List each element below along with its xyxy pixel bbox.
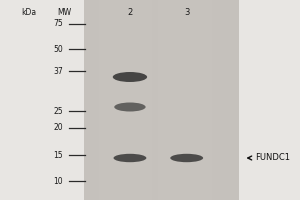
Bar [84, 0, 239, 200]
Text: MW: MW [57, 8, 71, 17]
Text: 2: 2 [127, 8, 133, 17]
Text: 15: 15 [53, 150, 63, 160]
Text: 20: 20 [53, 123, 63, 132]
Text: 25: 25 [53, 106, 63, 116]
Bar [99, 0, 152, 200]
Ellipse shape [114, 102, 146, 112]
Text: FUNDC1: FUNDC1 [255, 154, 290, 162]
Text: 75: 75 [53, 20, 63, 28]
Text: 37: 37 [53, 66, 63, 75]
Text: 10: 10 [53, 176, 63, 186]
Bar [158, 0, 212, 200]
Ellipse shape [113, 154, 146, 162]
Text: 3: 3 [184, 8, 189, 17]
Ellipse shape [170, 154, 203, 162]
Text: 50: 50 [53, 45, 63, 53]
Text: kDa: kDa [21, 8, 36, 17]
Ellipse shape [113, 72, 147, 82]
